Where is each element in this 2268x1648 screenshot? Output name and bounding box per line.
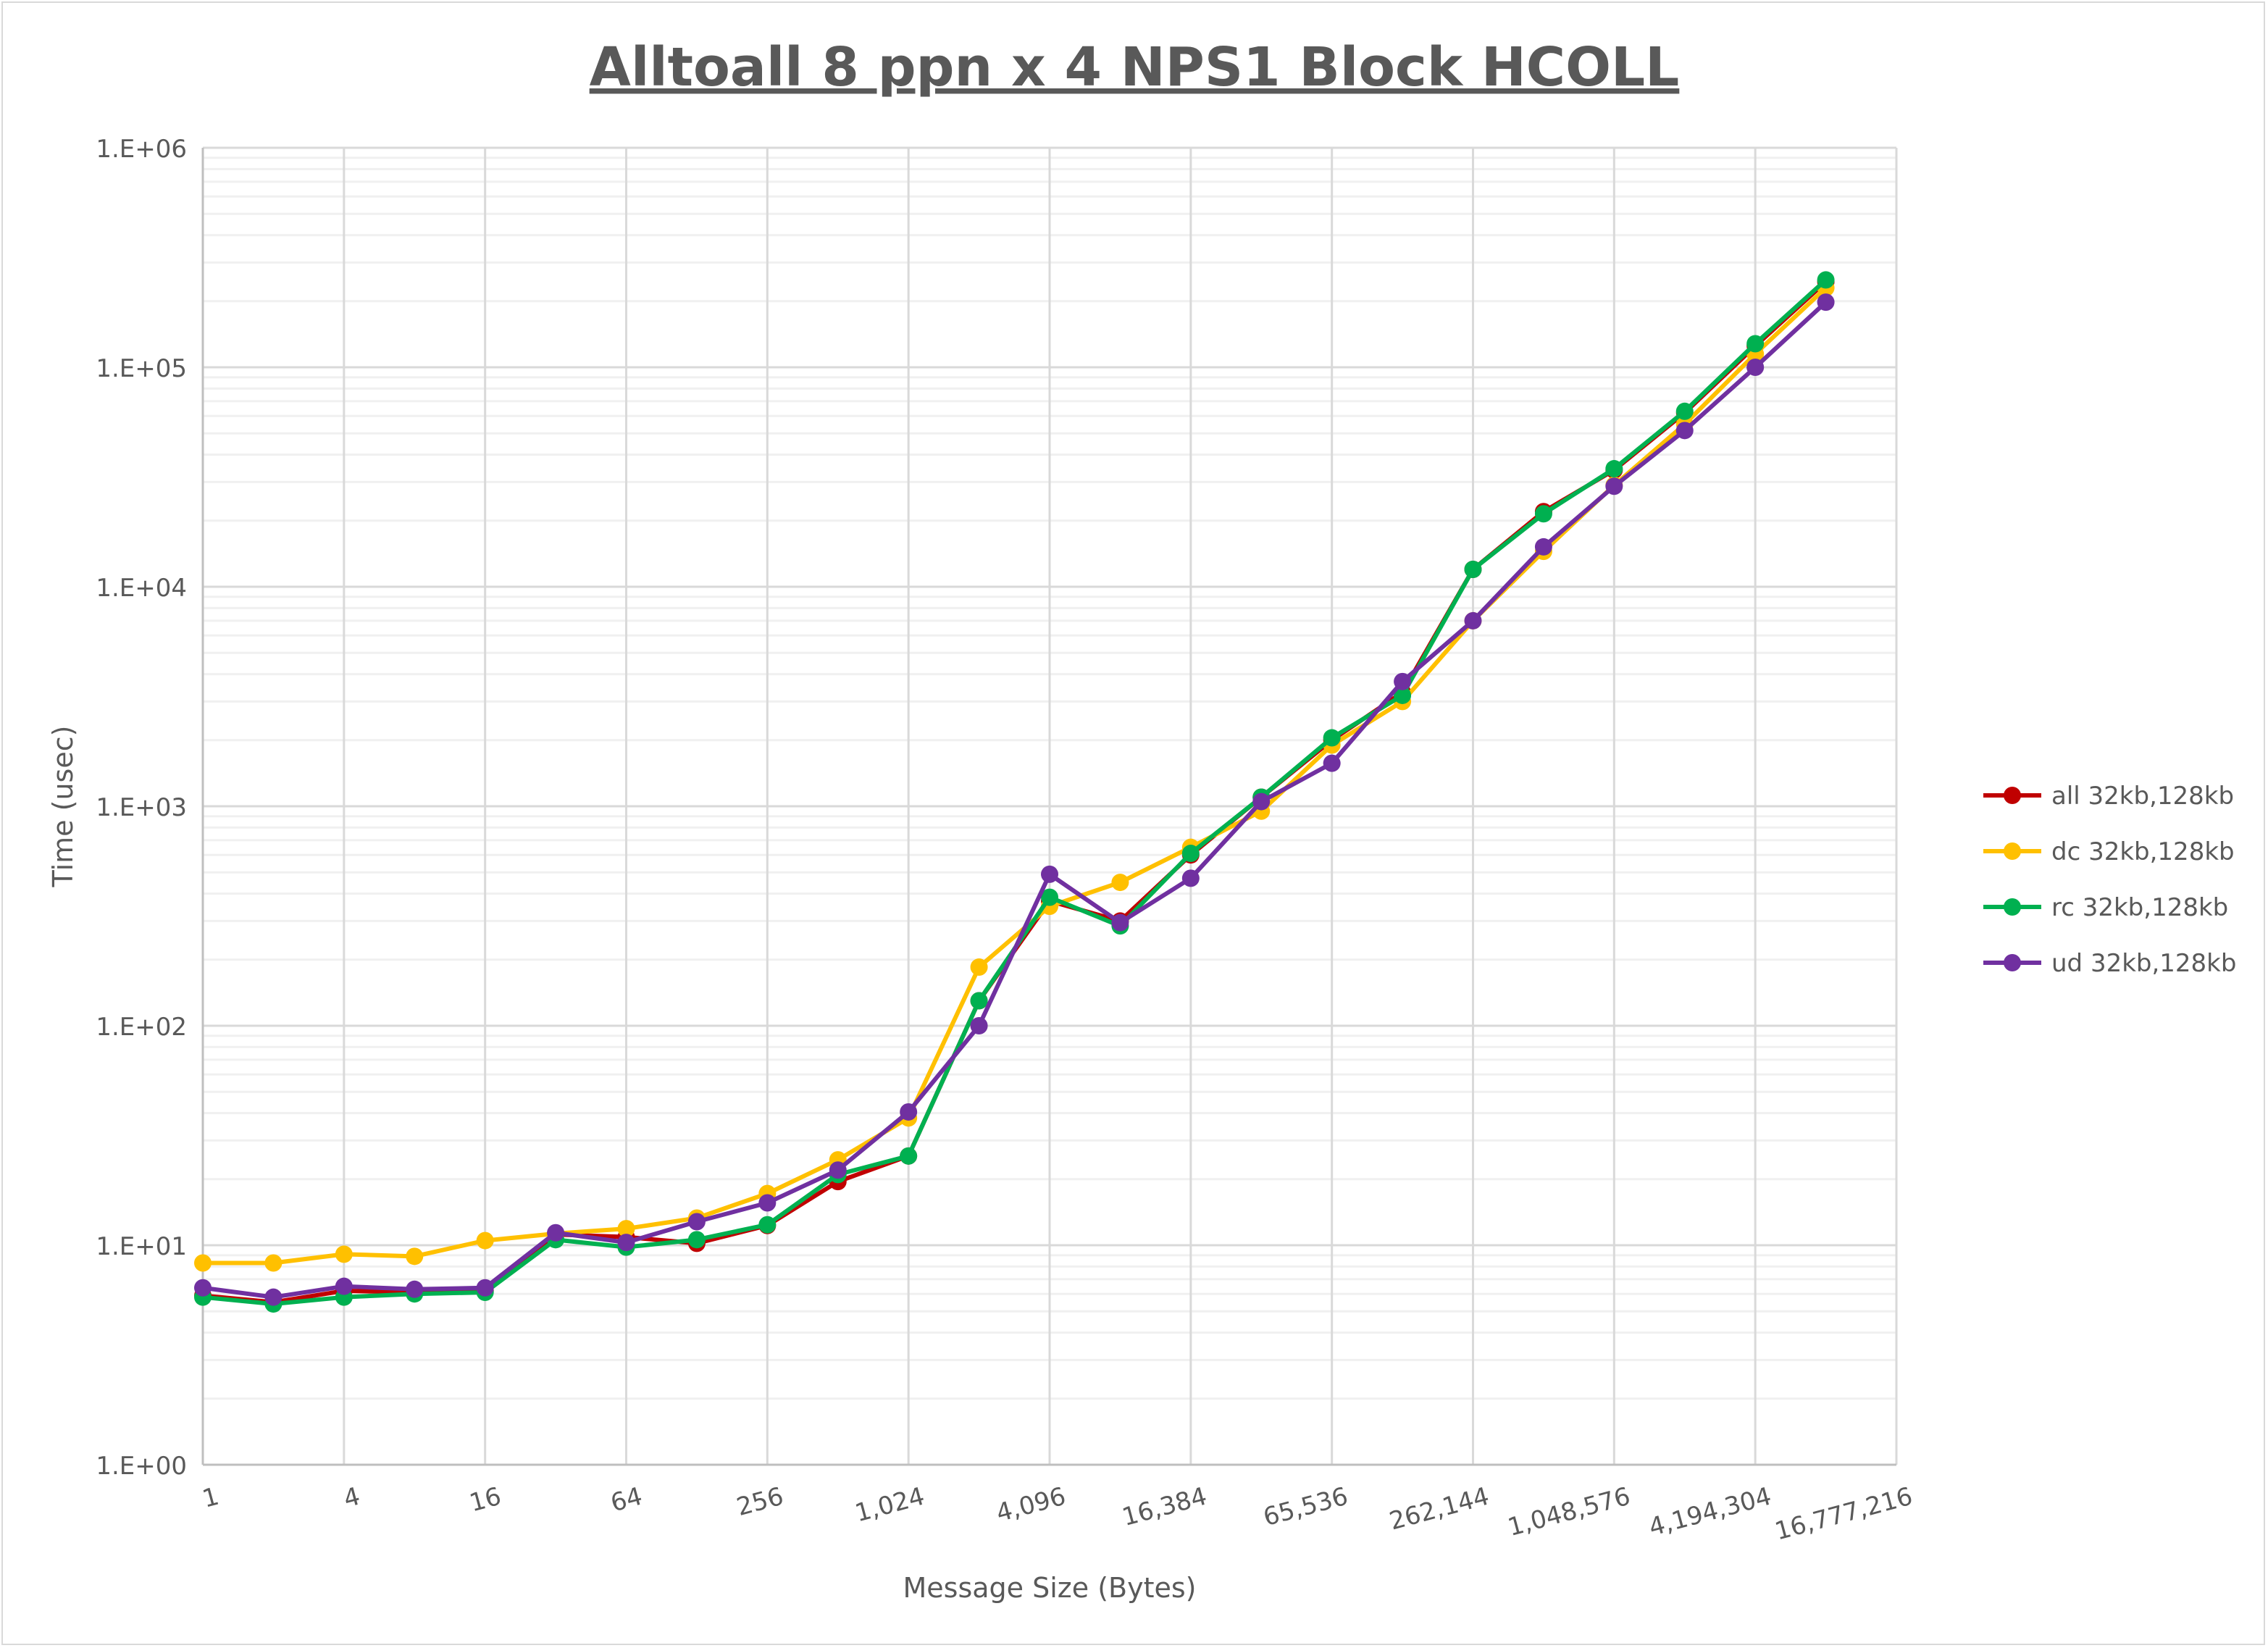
- data-point: [900, 1147, 918, 1165]
- legend-label: ud 32kb,128kb: [2051, 949, 2236, 978]
- series-dc: [194, 279, 1835, 1272]
- data-point: [970, 1017, 988, 1034]
- data-point: [264, 1288, 283, 1306]
- series-all: [194, 273, 1835, 1311]
- legend-marker: [2004, 898, 2021, 916]
- legend-marker: [2004, 787, 2021, 804]
- series-ud: [194, 293, 1835, 1306]
- legend-label: dc 32kb,128kb: [2051, 837, 2235, 866]
- data-point: [1746, 335, 1765, 353]
- data-point: [1041, 888, 1058, 906]
- data-point: [406, 1280, 424, 1298]
- x-tick-label: 65,536: [1260, 1482, 1351, 1532]
- data-point: [1394, 672, 1412, 690]
- data-point: [900, 1103, 918, 1121]
- data-point: [1181, 869, 1200, 887]
- data-point: [1817, 271, 1835, 289]
- data-point: [1534, 505, 1552, 523]
- data-point: [687, 1213, 706, 1231]
- x-tick-label: 16: [466, 1482, 504, 1518]
- y-tick-label: 1.E+05: [96, 354, 187, 383]
- data-point: [1534, 538, 1552, 556]
- series-group: [194, 271, 1835, 1313]
- x-tick-label: 4,096: [993, 1482, 1068, 1528]
- data-point: [1675, 422, 1694, 440]
- data-point: [547, 1224, 565, 1242]
- data-point: [1605, 477, 1623, 495]
- data-point: [335, 1277, 353, 1295]
- data-point: [758, 1216, 777, 1234]
- x-tick-label: 16,384: [1119, 1482, 1210, 1532]
- data-point: [194, 1279, 212, 1297]
- data-point: [758, 1194, 777, 1212]
- x-tick-label: 16,777,216: [1772, 1482, 1915, 1547]
- data-point: [264, 1254, 283, 1272]
- x-tick-label: 1,048,576: [1505, 1482, 1633, 1542]
- x-tick-label: 1,024: [852, 1482, 927, 1528]
- data-point: [970, 958, 988, 976]
- data-point: [194, 1254, 212, 1272]
- data-point: [1746, 359, 1765, 376]
- data-point: [1323, 729, 1341, 747]
- legend-marker: [2004, 954, 2021, 971]
- x-tick-label: 4,194,304: [1646, 1482, 1775, 1542]
- y-tick-label: 1.E+04: [96, 574, 187, 603]
- data-point: [829, 1161, 847, 1179]
- data-point: [476, 1231, 494, 1250]
- y-axis-label: Time (usec): [47, 726, 79, 888]
- y-tick-label: 1.E+06: [96, 135, 187, 164]
- data-point: [406, 1247, 424, 1266]
- data-point: [1252, 792, 1271, 811]
- chart-title: Alltoall 8 ppn x 4 NPS1 Block HCOLL: [590, 36, 1680, 99]
- x-axis-ticks: 1 4 16 64 256 1,024 4,096 16,384 65,536 262,144 1,…: [199, 1482, 1915, 1547]
- y-axis-ticks: 1.E+00 1.E+01 1.E+02 1.E+03 1.E+04 1.E+05 1.E+…: [96, 135, 187, 1481]
- series-rc: [194, 271, 1835, 1313]
- series-line: [203, 286, 1828, 1266]
- data-point: [1394, 686, 1412, 704]
- data-point: [617, 1220, 635, 1238]
- series-line: [202, 300, 1828, 1300]
- legend-marker: [2004, 842, 2021, 860]
- data-point: [1181, 845, 1200, 863]
- x-tick-label: 1: [199, 1482, 222, 1514]
- legend: all 32kb,128kb dc 32kb,128kb rc 32kb,128kb…: [1983, 782, 2236, 978]
- data-point: [687, 1231, 706, 1249]
- data-point: [970, 992, 988, 1010]
- data-point: [1464, 561, 1482, 579]
- legend-label: rc 32kb,128kb: [2051, 893, 2228, 922]
- legend-label: all 32kb,128kb: [2051, 782, 2234, 811]
- data-point: [335, 1245, 353, 1263]
- data-point: [476, 1279, 494, 1297]
- x-tick-label: 4: [340, 1482, 363, 1514]
- data-point: [1675, 402, 1694, 420]
- x-axis-label: Message Size (Bytes): [903, 1572, 1197, 1604]
- y-tick-label: 1.E+01: [96, 1232, 187, 1261]
- y-tick-label: 1.E+03: [96, 793, 187, 822]
- data-point: [1464, 611, 1482, 629]
- data-point: [1041, 865, 1058, 883]
- series-line: [202, 280, 1828, 1305]
- x-tick-label: 262,144: [1386, 1482, 1492, 1536]
- data-point: [617, 1234, 635, 1252]
- gridlines: [201, 146, 1898, 1466]
- y-tick-label: 1.E+00: [96, 1452, 187, 1481]
- data-point: [1817, 293, 1835, 311]
- data-point: [1111, 913, 1129, 932]
- x-tick-label: 256: [734, 1482, 787, 1522]
- data-point: [1111, 874, 1129, 892]
- data-point: [1605, 460, 1623, 478]
- y-tick-label: 1.E+02: [96, 1013, 187, 1042]
- x-tick-label: 64: [608, 1482, 645, 1518]
- data-point: [1323, 754, 1341, 772]
